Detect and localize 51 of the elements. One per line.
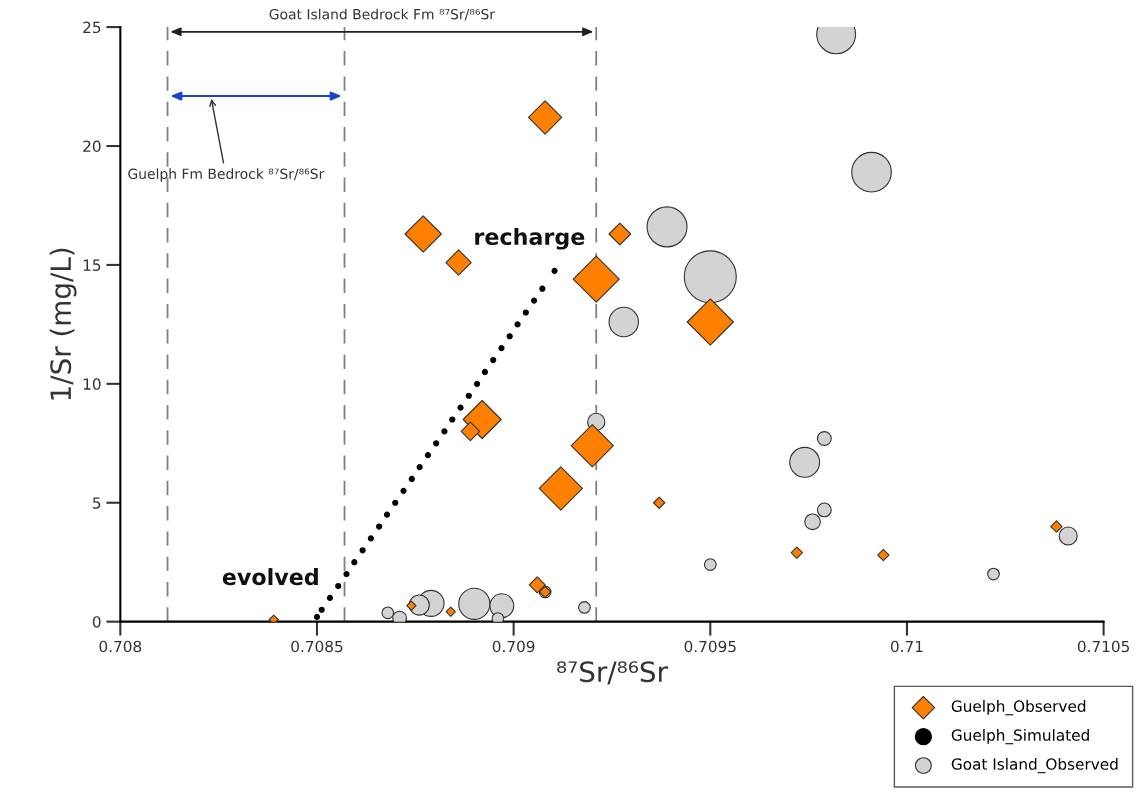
point <box>343 570 350 578</box>
point <box>318 606 325 613</box>
x-tick-label: 0.7105 <box>1077 640 1129 653</box>
point <box>313 613 321 621</box>
y-axis-title: 1/Sr (mg/L) <box>49 248 77 400</box>
point <box>498 345 505 352</box>
annotation: Guelph Fm Bedrock ⁸⁷Sr/⁸⁶Sr <box>128 168 325 182</box>
point <box>506 333 513 340</box>
point <box>473 380 481 387</box>
x-axis-title: ⁸⁷Sr/⁸⁶Sr <box>557 661 668 685</box>
point <box>441 428 448 435</box>
point <box>326 594 334 601</box>
x-tick-label: 0.71 <box>890 640 923 653</box>
y-tick-label: 10 <box>83 378 101 390</box>
x-tick-label: 0.709 <box>492 640 535 653</box>
point <box>351 559 358 566</box>
y-tick-label: 20 <box>83 140 101 153</box>
legend-label: Guelph_Simulated <box>951 729 1089 745</box>
point <box>408 475 415 483</box>
point <box>551 267 558 274</box>
point <box>400 487 407 494</box>
point <box>383 511 391 518</box>
point <box>424 452 431 459</box>
point <box>335 582 342 590</box>
point <box>514 321 521 328</box>
point <box>481 368 489 376</box>
point <box>522 309 529 316</box>
x-tick-label: 0.708 <box>99 640 142 653</box>
legend-label: Guelph_Observed <box>951 700 1086 716</box>
annotation: recharge <box>475 227 585 250</box>
point <box>376 523 383 530</box>
point <box>449 416 456 423</box>
point <box>367 535 374 542</box>
point <box>433 440 440 447</box>
point <box>392 499 399 506</box>
annotation: evolved <box>222 568 318 586</box>
point <box>457 404 464 411</box>
point <box>465 392 472 399</box>
text: Goat Island Bedrock Fm ⁸⁷Sr/⁸⁶Sr <box>269 8 495 21</box>
point <box>539 285 546 292</box>
y-tick-label: 25 <box>83 21 101 34</box>
y-tick-label: 5 <box>93 497 101 509</box>
point <box>530 297 538 304</box>
y-tick-label: 0 <box>92 616 101 628</box>
y-tick-label: 15 <box>83 259 101 271</box>
point <box>490 356 497 364</box>
x-tick-label: 0.7085 <box>291 640 343 653</box>
point <box>416 463 423 471</box>
legend-label: Goat Island_Observed <box>951 758 1118 774</box>
x-tick-label: 0.7095 <box>684 640 736 653</box>
point <box>359 547 366 554</box>
